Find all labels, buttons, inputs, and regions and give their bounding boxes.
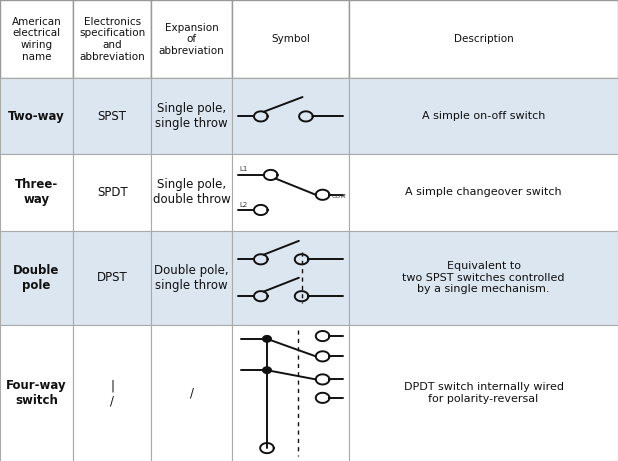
Text: Three-
way: Three- way [15,178,58,207]
Text: Four-way
switch: Four-way switch [6,379,67,407]
Text: SPDT: SPDT [97,186,127,199]
Text: A simple on-off switch: A simple on-off switch [422,112,545,121]
Text: L2: L2 [239,201,247,208]
Bar [232,78,349,154]
Bar [0,0,73,78]
Text: Symbol: Symbol [271,34,310,44]
Polygon shape [263,336,271,342]
Polygon shape [263,367,271,373]
Bar [73,325,151,461]
Text: |
/: | / [110,379,114,407]
Bar [0,230,73,325]
Bar [0,154,73,230]
Bar [0,78,73,154]
Bar [349,230,618,325]
Bar [232,325,349,461]
Text: DPDT switch internally wired
for polarity-reversal: DPDT switch internally wired for polarit… [404,382,564,404]
Text: Two-way: Two-way [8,110,65,123]
Bar [232,230,349,325]
Bar [349,78,618,154]
Text: Electronics
specification
and
abbreviation: Electronics specification and abbreviati… [79,17,145,62]
Bar [349,154,618,230]
Bar [0,325,73,461]
Text: Equivalent to
two SPST switches controlled
by a single mechanism.: Equivalent to two SPST switches controll… [402,261,565,295]
Bar [73,230,151,325]
Text: Double pole,
single throw: Double pole, single throw [154,264,229,292]
Text: Description: Description [454,34,514,44]
Bar [151,78,232,154]
Text: COM: COM [331,194,346,199]
Text: DPST: DPST [97,271,127,284]
Text: Single pole,
single throw: Single pole, single throw [155,102,228,130]
Bar [232,154,349,230]
Bar [73,154,151,230]
Text: Double
pole: Double pole [13,264,60,292]
Bar [73,78,151,154]
Text: American
electrical
wiring
name: American electrical wiring name [12,17,61,62]
Bar [151,325,232,461]
Text: /: / [190,386,193,400]
Bar [151,230,232,325]
Text: Single pole,
double throw: Single pole, double throw [153,178,231,207]
Bar [73,0,151,78]
Text: SPST: SPST [98,110,127,123]
Text: A simple changeover switch: A simple changeover switch [405,188,562,197]
Bar [349,0,618,78]
Text: Expansion
of
abbreviation: Expansion of abbreviation [159,23,224,56]
Bar [349,325,618,461]
Bar [151,0,232,78]
Text: L1: L1 [239,165,248,172]
Bar [232,0,349,78]
Bar [151,154,232,230]
